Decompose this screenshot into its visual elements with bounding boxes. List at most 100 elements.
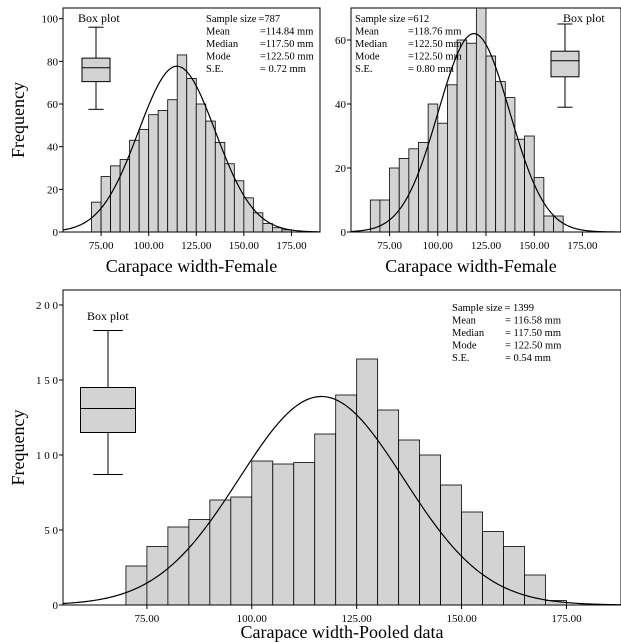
- stat-label: Mode: [206, 52, 231, 63]
- histogram-bar: [293, 462, 316, 606]
- box-plot: Box plot: [80, 309, 136, 475]
- histogram-bar: [485, 55, 497, 233]
- stat-label: Mean: [452, 316, 477, 327]
- histogram-bar: [148, 114, 159, 233]
- stat-value: = 1399: [504, 303, 534, 314]
- box-plot: Box plot: [78, 11, 120, 110]
- stat-value: = 117.50 mm: [505, 328, 561, 339]
- y-tick-label: 1 5 0: [36, 375, 59, 387]
- histogram-bar: [195, 103, 207, 233]
- box-plot-label: Box plot: [563, 11, 605, 25]
- histogram-bar: [495, 81, 506, 233]
- x-tick-label: 75.00: [135, 613, 160, 625]
- stat-label: S.E.: [206, 64, 224, 75]
- stat-value: =122.50 mm: [260, 52, 314, 63]
- histogram-bar: [209, 499, 232, 606]
- histogram-bar: [377, 409, 400, 606]
- normal-curve: [350, 33, 621, 233]
- box-plot: Box plot: [550, 11, 605, 108]
- y-axis-label: Frequency: [8, 82, 28, 158]
- histogram-bar: [138, 129, 150, 233]
- y-tick-label: 60: [47, 99, 59, 111]
- y-tick-label: 0: [53, 600, 59, 612]
- histogram-bar: [110, 165, 121, 233]
- normal-curve: [62, 395, 621, 606]
- histogram-bar: [251, 460, 274, 606]
- histogram-bar: [543, 215, 554, 233]
- x-tick-label: 175.00: [276, 240, 307, 252]
- stat-value: =612: [407, 14, 429, 25]
- stat-value: = 0.54 mm: [505, 353, 551, 364]
- histogram-bar: [119, 159, 131, 233]
- stat-label: Mean: [206, 27, 231, 38]
- histogram-bar: [398, 439, 421, 606]
- histogram-bar: [437, 122, 448, 233]
- histogram-bar: [466, 42, 477, 233]
- stat-label: S.E.: [452, 353, 470, 364]
- histogram-bar: [356, 358, 379, 606]
- histogram-bar: [514, 138, 525, 233]
- histogram-bar: [553, 215, 564, 233]
- histogram-bar: [533, 177, 545, 233]
- stat-label: Mode: [355, 52, 380, 63]
- x-tick-label: 75.00: [377, 240, 402, 252]
- x-tick-label: 100.00: [237, 613, 268, 625]
- box-iqr: [81, 57, 111, 83]
- box-plot-label: Box plot: [87, 309, 129, 323]
- histogram-bar: [461, 511, 483, 606]
- histogram-bar: [447, 84, 458, 233]
- histogram-bar: [186, 78, 197, 233]
- histogram-bar: [456, 39, 468, 233]
- histogram-bar: [214, 141, 226, 233]
- stat-value: =787: [258, 14, 280, 25]
- x-tick-label: 175.00: [567, 240, 598, 252]
- normal-curve: [62, 65, 321, 233]
- x-tick-label: 125.00: [471, 240, 502, 252]
- histogram-bar: [125, 565, 148, 606]
- x-tick-label: 100.00: [134, 240, 165, 252]
- histogram-bar: [129, 139, 140, 233]
- stat-label: Median: [452, 328, 485, 339]
- histogram-bar: [272, 463, 295, 606]
- y-tick-label: 2 0 0: [36, 300, 59, 312]
- box-iqr: [80, 387, 136, 433]
- x-tick-label: 75.00: [89, 240, 114, 252]
- summary-stats: Sample size =787 Mean =114.84 mm Median =117.…: [206, 14, 314, 75]
- histogram-panel-3: 0 5 0 1 0 0 1 5 0 2 0 0 75.00 100.00 125.00 150.…: [8, 289, 621, 642]
- stat-value: =118.76 mm: [408, 27, 461, 38]
- histogram-bar: [398, 157, 410, 233]
- stat-label: Median: [355, 39, 388, 50]
- y-tick-label: 0: [53, 227, 59, 239]
- histogram-bar: [176, 54, 188, 233]
- histogram-bar: [167, 99, 178, 233]
- histogram-bar: [335, 394, 358, 606]
- box-iqr: [550, 50, 580, 78]
- y-tick-label: 80: [47, 56, 59, 68]
- x-tick-label: 150.00: [229, 240, 260, 252]
- stat-label: Sample size: [206, 14, 257, 25]
- x-tick-label: 100.00: [423, 240, 454, 252]
- histogram-bar: [503, 546, 525, 606]
- stat-value: =114.84 mm: [260, 27, 313, 38]
- x-tick-label: 125.00: [181, 240, 212, 252]
- y-tick-label: 60: [335, 35, 347, 47]
- histogram-bar: [262, 223, 273, 233]
- stat-label: Sample size: [452, 303, 503, 314]
- x-tick-label: 125.00: [342, 613, 373, 625]
- histogram-panel-1: 0 20 40 60 80 100 75.00 100.00 125.00 150.00 175.0…: [8, 7, 321, 276]
- y-tick-label: 40: [47, 142, 59, 154]
- x-tick-label: 150.00: [519, 240, 550, 252]
- histogram-bar: [100, 176, 111, 233]
- y-tick-label: 20: [47, 184, 59, 196]
- histogram-bar: [427, 103, 439, 233]
- y-tick-label: 0: [341, 227, 347, 239]
- histogram-bar: [230, 496, 253, 606]
- histogram-bar: [272, 227, 283, 233]
- histogram-bar: [157, 110, 169, 233]
- stat-label: Mean: [355, 27, 380, 38]
- y-tick-label: 20: [335, 163, 347, 175]
- stat-label: Sample size: [355, 14, 406, 25]
- box-plot-label: Box plot: [78, 11, 120, 25]
- stat-value: =122.50 mm: [408, 52, 462, 63]
